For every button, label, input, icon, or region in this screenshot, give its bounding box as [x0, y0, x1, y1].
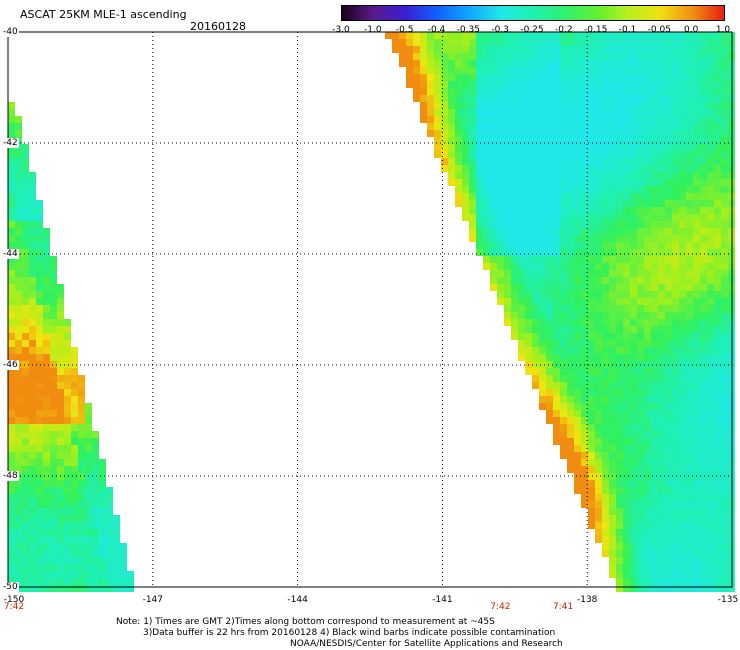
- latitude-label: -42: [2, 138, 19, 148]
- colorbar-tick-label: -0.5: [395, 25, 414, 35]
- longitude-label: -141: [432, 595, 453, 605]
- time-label: 7:42: [490, 602, 511, 612]
- map-title: ASCAT 25KM MLE-1 ascending: [20, 8, 187, 21]
- latitude-label: -50: [2, 582, 19, 592]
- colorbar-tick-label: -0.25: [520, 25, 544, 35]
- longitude-label: -144: [287, 595, 308, 605]
- credit-line: NOAA/NESDIS/Center for Satellite Applica…: [290, 639, 563, 649]
- colorbar: [341, 5, 725, 21]
- longitude-label: -138: [576, 595, 598, 605]
- colorbar-tick-label: 0.0: [683, 25, 699, 35]
- longitude-label: -150: [3, 595, 25, 605]
- latitude-label: -44: [2, 249, 19, 259]
- longitude-label: -147: [142, 595, 164, 605]
- latitude-label: -48: [2, 471, 19, 481]
- colorbar-tick-label: -0.1: [618, 25, 637, 35]
- note-line-1: Note: 1) Times are GMT 2)Times along bot…: [116, 617, 495, 627]
- time-label: 7:41: [552, 602, 574, 612]
- scatterometer-swaths: [8, 32, 735, 592]
- note-line-2: 3)Data buffer is 22 hrs from 20160128 4)…: [143, 628, 556, 638]
- colorbar-tick-label: -0.35: [456, 25, 480, 35]
- graticule: [7, 31, 733, 588]
- colorbar-tick-label: -0.4: [427, 25, 446, 35]
- longitude-label: -135: [717, 595, 739, 605]
- map-date: 20160128: [190, 20, 246, 33]
- colorbar-tick-label: -3.0: [332, 25, 350, 35]
- time-label: 7:42: [3, 602, 25, 612]
- colorbar-tick-label: 1.0: [715, 25, 731, 35]
- colorbar-tick-label: -0.3: [491, 25, 509, 35]
- colorbar-tick-label: -0.15: [584, 25, 608, 35]
- colorbar-tick-label: -0.05: [647, 25, 671, 35]
- latitude-label: -40: [2, 27, 19, 37]
- map-frame: [7, 31, 733, 588]
- colorbar-tick-label: -1.0: [364, 25, 382, 35]
- latitude-label: -46: [2, 360, 19, 370]
- colorbar-tick-label: -0.2: [555, 25, 573, 35]
